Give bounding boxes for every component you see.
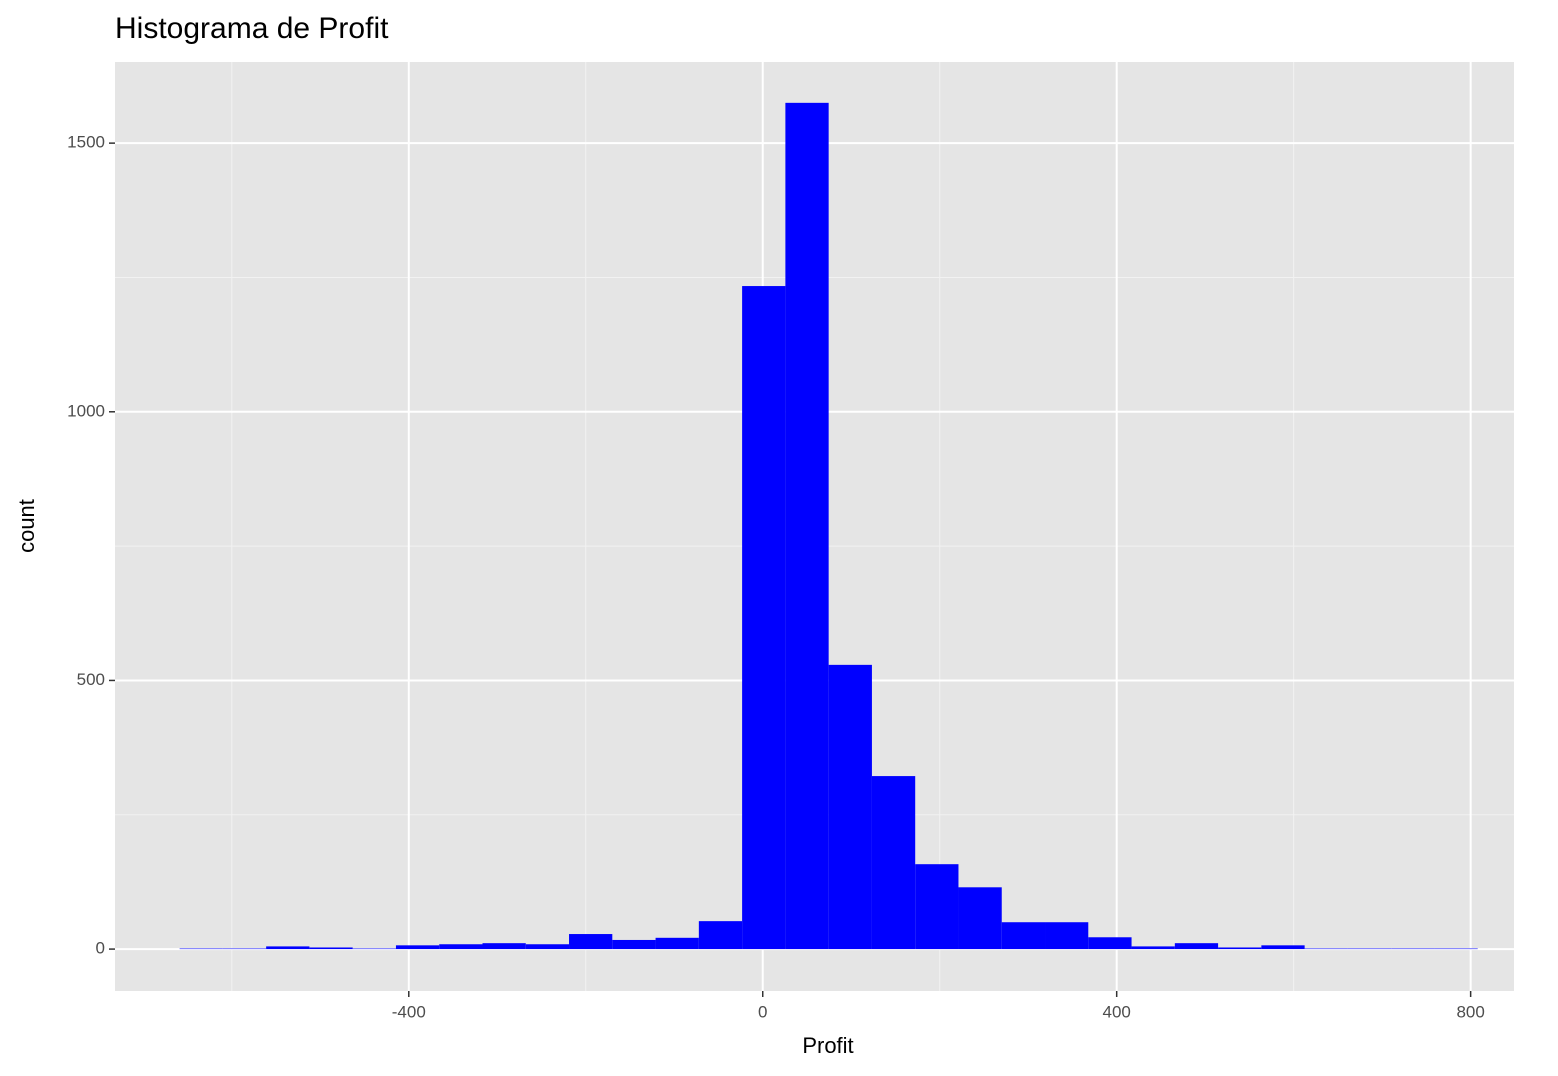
chart-title: Histograma de Profit <box>115 12 389 45</box>
bar <box>1391 948 1435 950</box>
x-axis-title: Profit <box>802 1033 853 1058</box>
bar <box>1001 922 1046 950</box>
x-tick-label: 800 <box>1456 1002 1484 1021</box>
bar <box>569 934 613 950</box>
y-tick-label: 500 <box>77 670 105 689</box>
bar <box>612 939 656 950</box>
bar <box>1434 948 1478 950</box>
bar <box>309 947 353 950</box>
bar <box>785 102 829 950</box>
bar <box>915 864 959 950</box>
bar <box>266 946 310 950</box>
bar <box>871 776 916 950</box>
bar <box>958 887 1002 950</box>
bar <box>1045 922 1089 950</box>
y-tick-label: 0 <box>96 939 105 958</box>
bar <box>1218 947 1262 950</box>
bar <box>222 948 267 950</box>
bar <box>1131 946 1175 950</box>
bar <box>1261 945 1305 950</box>
y-tick-label: 1500 <box>67 133 105 152</box>
x-tick-label: 0 <box>758 1002 767 1021</box>
x-tick-label: -400 <box>392 1002 426 1021</box>
bar <box>1088 937 1132 950</box>
bar <box>1304 948 1348 950</box>
x-tick-label: 400 <box>1103 1002 1131 1021</box>
bar <box>1347 948 1392 950</box>
bar <box>828 664 872 950</box>
bar <box>352 948 396 950</box>
bar <box>525 944 570 950</box>
bar <box>742 286 786 950</box>
bar <box>179 948 223 950</box>
y-tick-label: 1000 <box>67 401 105 420</box>
bar <box>698 921 743 950</box>
bar <box>655 937 699 950</box>
bar <box>439 944 483 950</box>
bar <box>1174 943 1219 950</box>
y-axis-title: count <box>14 499 39 553</box>
bar <box>395 945 440 950</box>
bar <box>482 943 526 950</box>
